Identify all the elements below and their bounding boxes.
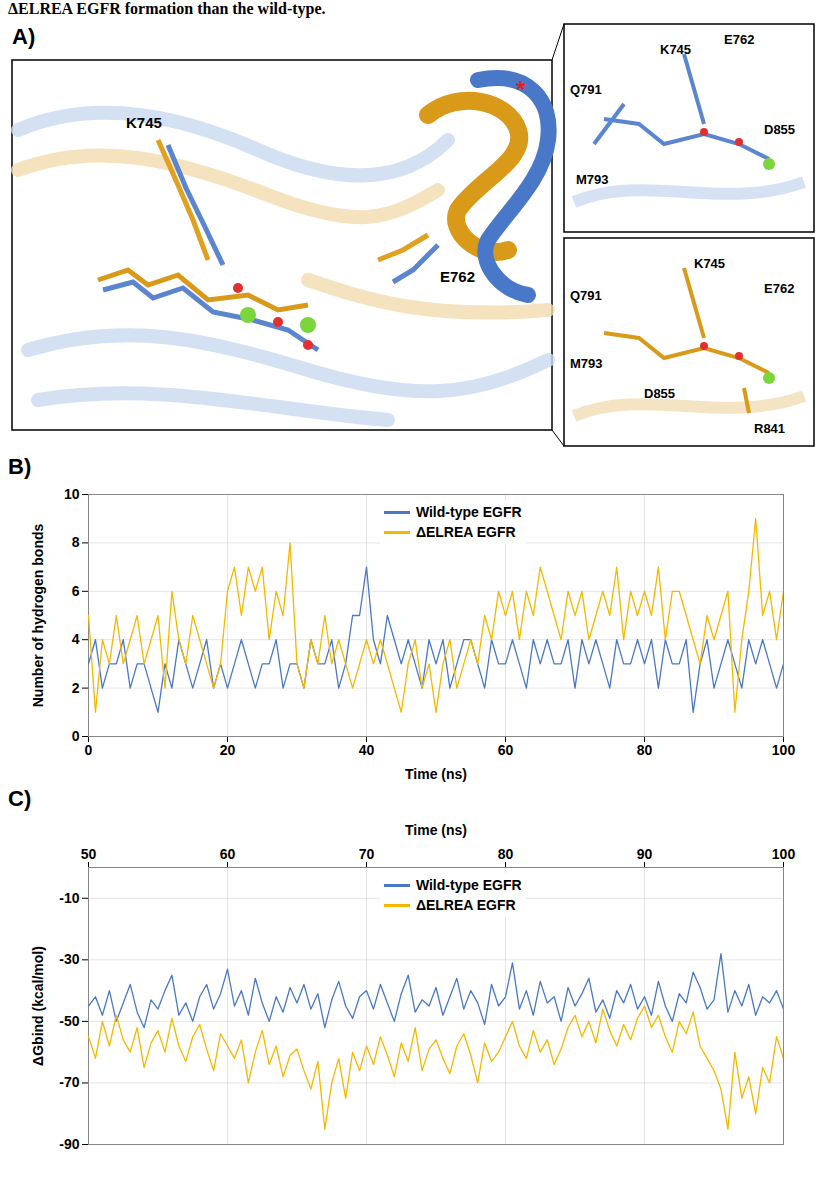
svg-text:M793: M793 [570,356,603,371]
svg-text:-90: -90 [59,1136,79,1152]
svg-text:E762: E762 [724,32,754,47]
svg-text:Q791: Q791 [570,288,602,303]
svg-text:70: 70 [359,846,375,862]
svg-text:6: 6 [72,583,80,599]
svg-text:4: 4 [72,631,80,647]
svg-text:M793: M793 [576,172,609,187]
svg-text:100: 100 [772,846,796,862]
svg-text:Time (ns): Time (ns) [405,822,467,838]
svg-text:8: 8 [72,534,80,550]
svg-text:D855: D855 [764,122,795,137]
svg-text:D855: D855 [644,386,675,401]
svg-text:50: 50 [81,846,97,862]
svg-text:-10: -10 [59,890,79,906]
svg-text:Time (ns): Time (ns) [405,766,467,782]
svg-text:A): A) [12,24,35,49]
svg-text:0: 0 [85,742,93,758]
svg-text:E762: E762 [440,268,475,285]
svg-text:40: 40 [359,742,375,758]
svg-text:K745: K745 [694,256,725,271]
html-text:ΔELREA EGFR: ΔELREA EGFR [415,897,516,913]
svg-text:*: * [516,76,526,103]
svg-text:Q791: Q791 [570,82,602,97]
svg-text:100: 100 [772,742,796,758]
svg-text:80: 80 [637,742,653,758]
html-text:C): C) [8,786,32,811]
svg-text:2: 2 [72,680,80,696]
html-text:Wild-type EGFR: Wild-type EGFR [415,877,522,893]
svg-text:-50: -50 [59,1013,79,1029]
svg-text:10: 10 [64,486,80,502]
svg-text:60: 60 [498,742,514,758]
svg-text:K745: K745 [660,42,691,57]
html-text:Wild-type EGFR: Wild-type EGFR [415,504,522,520]
html-text:ΔELREA EGFR formation than the: ΔELREA EGFR formation than the wild-type… [8,0,326,17]
html-text:ΔELREA EGFR: ΔELREA EGFR [415,524,516,540]
svg-text:E762: E762 [764,281,794,296]
svg-text:R841: R841 [754,421,785,436]
html-text:B): B) [8,454,32,479]
svg-text:-70: -70 [59,1074,79,1090]
svg-text:60: 60 [220,846,236,862]
svg-text:0: 0 [72,728,80,744]
svg-text:Number of hydrogen bonds: Number of hydrogen bonds [30,524,46,708]
svg-text:ΔGbind (kcal/mol): ΔGbind (kcal/mol) [30,946,46,1066]
svg-text:-30: -30 [59,951,79,967]
svg-text:80: 80 [498,846,514,862]
svg-text:K745: K745 [126,114,162,131]
svg-text:20: 20 [220,742,236,758]
svg-text:90: 90 [637,846,653,862]
